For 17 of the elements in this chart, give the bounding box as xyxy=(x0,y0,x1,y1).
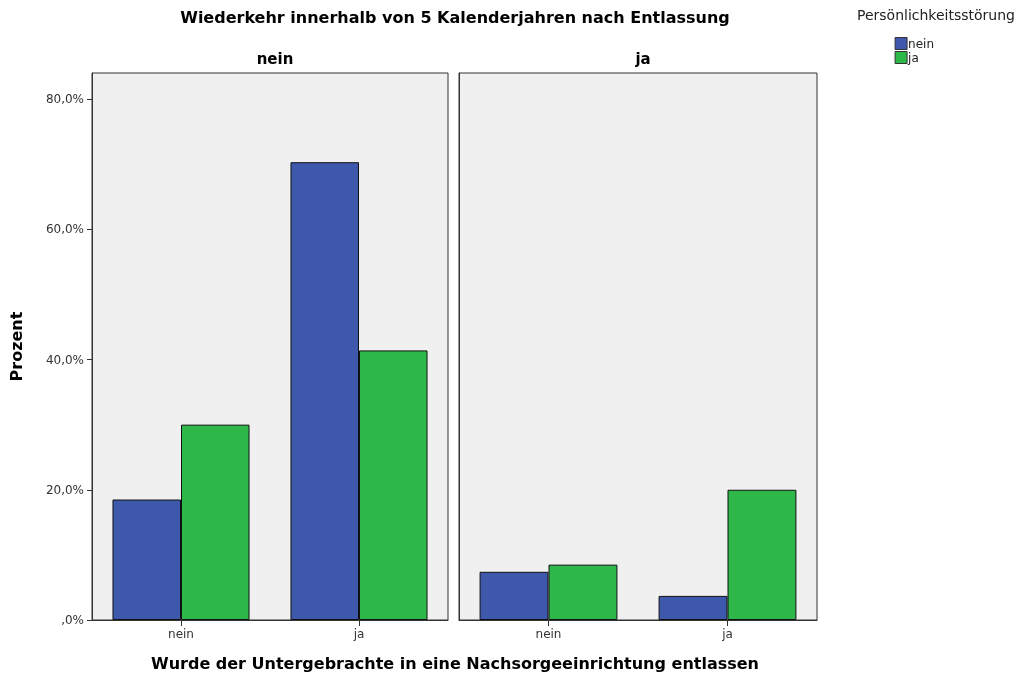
x-tick-label: nein xyxy=(535,627,562,641)
y-axis-title: Prozent xyxy=(6,311,26,382)
y-tick-label: 60,0% xyxy=(45,222,84,237)
x-tick-label: nein xyxy=(168,627,194,641)
legend-label: ja xyxy=(907,50,919,65)
y-tick-label: 20,0% xyxy=(45,482,84,497)
x-tick-label: ja xyxy=(352,627,365,641)
x-tick-label: ja xyxy=(721,627,733,641)
legend-label: nein xyxy=(908,36,935,51)
chart-subtitle: ja xyxy=(634,49,651,68)
y-tick-label: 80,0% xyxy=(45,92,84,107)
y-tick-label: ,0% xyxy=(61,613,84,627)
x-axis-title: Wurde der Untergebrachte in eine Nachsorgeeinrichtung entlassen xyxy=(151,654,759,673)
chart-title: Wiederkehr innerhalb von 5 Kalenderjahren nach Entlassung xyxy=(180,8,730,27)
y-tick-label: 40,0% xyxy=(45,352,84,367)
chart-subtitle: nein xyxy=(256,49,294,68)
legend-title: Persönlichkeitsstörung xyxy=(856,7,1015,23)
